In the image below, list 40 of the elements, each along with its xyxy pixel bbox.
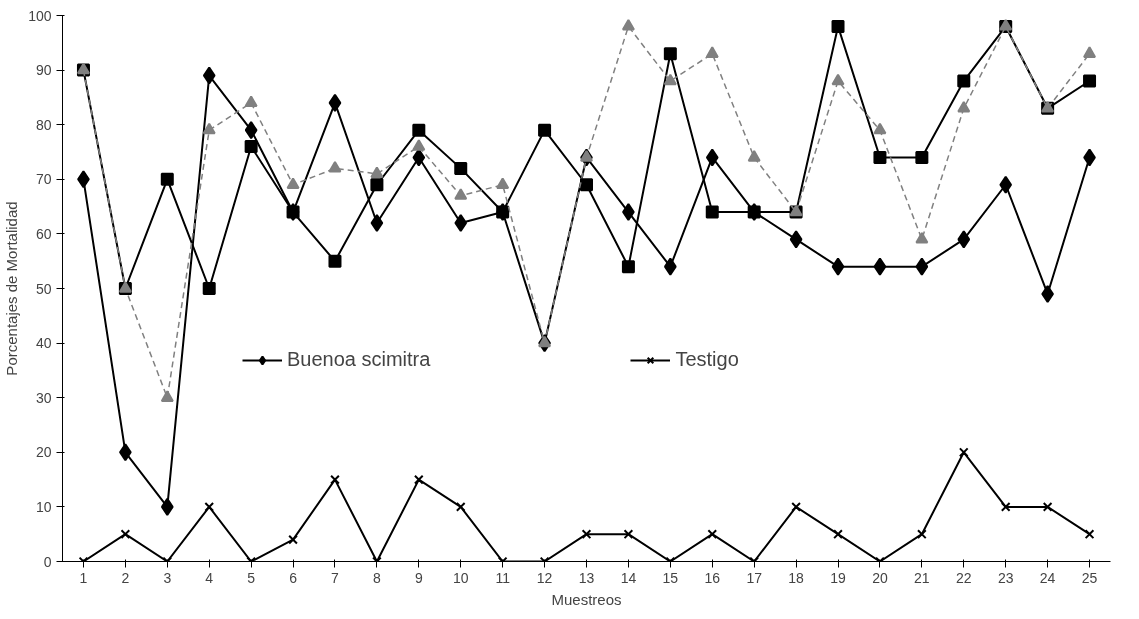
y-tick-label: 10 xyxy=(35,498,52,515)
x-tick-label: 17 xyxy=(746,569,763,586)
x-tick-label: 12 xyxy=(536,569,553,586)
x-tick-label: 3 xyxy=(163,569,172,586)
y-tick-label: 90 xyxy=(35,62,52,79)
x-tick-label: 8 xyxy=(373,569,382,586)
y-tick-label: 30 xyxy=(35,389,52,406)
y-tick-label: 50 xyxy=(35,280,52,297)
y-tick-label: 20 xyxy=(35,444,52,461)
y-tick-label: 40 xyxy=(35,335,52,352)
y-tick-label: 60 xyxy=(35,225,52,242)
x-tick-label: 11 xyxy=(495,569,511,586)
x-tick-label: 6 xyxy=(289,569,298,586)
x-tick-label: 13 xyxy=(578,569,595,586)
y-tick-label: 0 xyxy=(43,553,52,570)
x-tick-label: 22 xyxy=(955,569,972,586)
x-axis-title: Muestreos xyxy=(551,590,622,608)
legend-label: Testigo xyxy=(675,348,739,371)
x-tick-label: 1 xyxy=(79,569,88,586)
x-tick-label: 10 xyxy=(452,569,469,586)
y-tick-label: 100 xyxy=(28,7,52,24)
x-tick-label: 18 xyxy=(788,569,805,586)
legend-label: Buenoa scimitra xyxy=(287,348,431,371)
y-tick-label: 80 xyxy=(35,116,52,133)
x-tick-label: 19 xyxy=(830,569,847,586)
x-tick-label: 16 xyxy=(704,569,721,586)
x-tick-label: 20 xyxy=(872,569,888,586)
x-tick-label: 5 xyxy=(247,569,256,586)
x-tick-label: 23 xyxy=(997,569,1014,586)
x-tick-label: 24 xyxy=(1039,569,1056,586)
x-tick-label: 25 xyxy=(1081,569,1098,586)
y-axis-title: Porcentajes de Mortalidad xyxy=(3,201,21,376)
x-tick-label: 7 xyxy=(331,569,340,586)
x-tick-label: 15 xyxy=(662,569,679,586)
x-tick-label: 9 xyxy=(414,569,423,586)
x-tick-label: 21 xyxy=(914,569,930,586)
y-tick-label: 70 xyxy=(35,171,52,188)
x-tick-label: 2 xyxy=(121,569,130,586)
x-tick-label: 4 xyxy=(205,569,214,586)
x-tick-label: 14 xyxy=(620,569,637,586)
